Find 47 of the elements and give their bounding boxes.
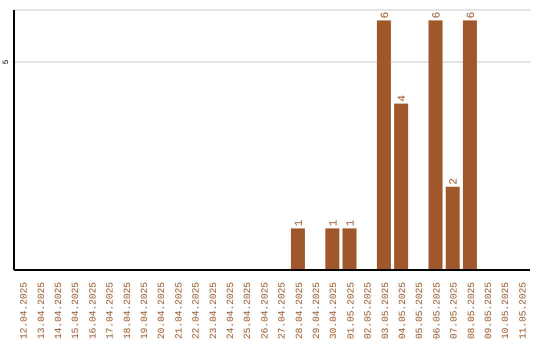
- x-tick-label: 12.04.2025: [18, 282, 30, 340]
- x-tick-label: 14.04.2025: [53, 282, 64, 340]
- x-tick-label: 24.04.2025: [225, 282, 236, 340]
- x-tick-label: 06.05.2025: [431, 282, 442, 340]
- x-tick-label: 21.04.2025: [173, 282, 184, 340]
- bar: [342, 228, 357, 270]
- x-tick-label: 26.04.2025: [259, 282, 270, 340]
- data-label: 6: [380, 12, 392, 18]
- x-tick-label: 29.04.2025: [311, 282, 322, 340]
- bar: [325, 228, 340, 270]
- x-tick-label: 01.05.2025: [345, 282, 356, 340]
- data-label: 2: [448, 178, 461, 185]
- x-tick-label: 04.05.2025: [397, 282, 408, 340]
- bar: [376, 20, 391, 270]
- x-tick-label: 15.04.2025: [70, 282, 82, 340]
- x-tick-label: 18.04.2025: [122, 282, 133, 340]
- x-tick-label: 09.05.2025: [483, 282, 494, 340]
- x-tick-label: 25.04.2025: [242, 282, 254, 340]
- x-tick-label: 27.04.2025: [276, 282, 288, 340]
- x-tick-label: 16.04.2025: [87, 282, 98, 340]
- data-label: 1: [328, 219, 340, 226]
- x-tick-label: 11.05.2025: [517, 282, 528, 340]
- bar: [462, 20, 477, 270]
- x-tick-label: 07.05.2025: [448, 282, 460, 340]
- data-label: 4: [397, 94, 410, 102]
- bar: [290, 228, 305, 270]
- data-label: 6: [432, 12, 444, 18]
- x-tick-label: 28.04.2025: [294, 282, 305, 340]
- x-tick-label: 02.05.2025: [362, 282, 374, 340]
- y-tick-label: 5: [2, 59, 11, 64]
- data-label: 1: [294, 219, 306, 226]
- x-tick-label: 23.04.2025: [208, 282, 219, 340]
- x-tick-label: 08.05.2025: [466, 282, 477, 340]
- x-tick-label: 05.05.2025: [414, 282, 426, 340]
- x-tick-label: 19.04.2025: [139, 282, 150, 340]
- bar: [428, 20, 443, 270]
- x-tick-label: 03.05.2025: [380, 282, 391, 340]
- bar: [446, 186, 460, 270]
- data-label: 6: [466, 12, 478, 18]
- x-tick-label: 13.04.2025: [36, 282, 47, 340]
- x-tick-label: 30.04.2025: [328, 282, 340, 340]
- data-label: 1: [346, 219, 358, 226]
- x-tick-label: 17.04.2025: [104, 282, 116, 340]
- x-tick-label: 22.04.2025: [190, 282, 202, 340]
- x-tick-label: 20.04.2025: [156, 282, 168, 340]
- x-tick-label: 10.05.2025: [500, 282, 512, 340]
- bar: [394, 104, 408, 270]
